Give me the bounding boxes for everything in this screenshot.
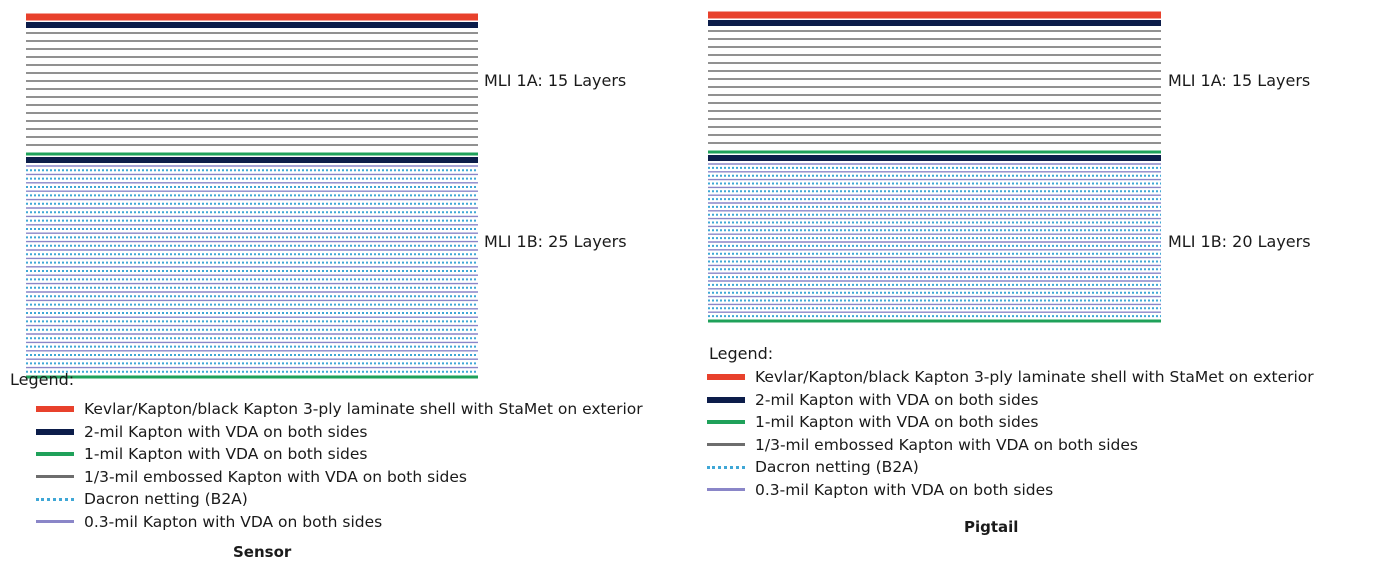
sensor-panel: MLI 1A: 15 Layers MLI 1B: 25 Layers Lege… <box>10 13 643 561</box>
legend-label: 1-mil Kapton with VDA on both sides <box>84 445 368 463</box>
legend-swatch-dacron <box>36 497 74 501</box>
mli-1b-label: MLI 1B: 20 Layers <box>1168 232 1311 251</box>
legend-swatch-kapton-03mil <box>707 488 745 491</box>
legend-item-kapton-03mil: 0.3-mil Kapton with VDA on both sides <box>36 513 382 531</box>
legend-item-kapton-2mil: 2-mil Kapton with VDA on both sides <box>36 423 367 441</box>
mli-1a-label: MLI 1A: 15 Layers <box>1168 71 1311 90</box>
legend-item-dacron: Dacron netting (B2A) <box>707 458 919 476</box>
legend-swatch-shell <box>707 374 745 380</box>
legend-item-kapton-03mil: 0.3-mil Kapton with VDA on both sides <box>707 481 1053 499</box>
legend-label: Kevlar/Kapton/black Kapton 3-ply laminat… <box>84 400 643 418</box>
legend-label: Dacron netting (B2A) <box>84 490 248 508</box>
legend-title: Legend: <box>709 344 774 363</box>
legend-label: 0.3-mil Kapton with VDA on both sides <box>755 480 1054 499</box>
legend-swatch-dacron <box>707 465 745 469</box>
legend-swatch-embossed-third-mil <box>36 475 74 478</box>
legend-swatch-embossed-third-mil <box>707 443 745 446</box>
legend-swatch-kapton-2mil <box>707 396 745 403</box>
legend-label: 0.3-mil Kapton with VDA on both sides <box>84 512 383 531</box>
pigtail-layer-stack <box>708 11 1161 323</box>
mli-1b-label: MLI 1B: 25 Layers <box>484 232 627 251</box>
legend-swatch-kapton-03mil <box>36 520 74 523</box>
legend-item-kapton-2mil: 2-mil Kapton with VDA on both sides <box>707 391 1038 409</box>
legend-swatch-kapton-1mil <box>707 420 745 424</box>
legend-item-embossed-third-mil: 1/3-mil embossed Kapton with VDA on both… <box>707 436 1138 454</box>
pigtail-caption: Pigtail <box>964 518 1019 536</box>
legend-item-dacron: Dacron netting (B2A) <box>36 490 248 508</box>
legend-item-shell: Kevlar/Kapton/black Kapton 3-ply laminat… <box>707 368 1314 386</box>
legend-label: 1/3-mil embossed Kapton with VDA on both… <box>755 435 1138 454</box>
legend-label: 2-mil Kapton with VDA on both sides <box>84 422 368 441</box>
legend-swatch-kapton-2mil <box>36 428 74 435</box>
legend-label: Kevlar/Kapton/black Kapton 3-ply laminat… <box>755 368 1314 386</box>
legend-item-kapton-1mil: 1-mil Kapton with VDA on both sides <box>707 413 1038 431</box>
legend-label: 1-mil Kapton with VDA on both sides <box>755 413 1039 431</box>
pigtail-panel: MLI 1A: 15 Layers MLI 1B: 20 Layers Lege… <box>700 0 1384 561</box>
legend-item-embossed-third-mil: 1/3-mil embossed Kapton with VDA on both… <box>36 468 467 486</box>
legend-item-shell: Kevlar/Kapton/black Kapton 3-ply laminat… <box>36 400 643 418</box>
legend-item-kapton-1mil: 1-mil Kapton with VDA on both sides <box>36 445 367 463</box>
legend-label: 2-mil Kapton with VDA on both sides <box>755 390 1039 409</box>
legend-swatch-kapton-1mil <box>36 452 74 456</box>
legend-label: Dacron netting (B2A) <box>755 458 919 476</box>
sensor-layer-stack <box>26 13 478 379</box>
legend-swatch-shell <box>36 406 74 412</box>
sensor-caption: Sensor <box>233 543 292 561</box>
legend-title: Legend: <box>10 370 75 389</box>
mli-1a-label: MLI 1A: 15 Layers <box>484 71 627 90</box>
legend-label: 1/3-mil embossed Kapton with VDA on both… <box>84 467 467 486</box>
